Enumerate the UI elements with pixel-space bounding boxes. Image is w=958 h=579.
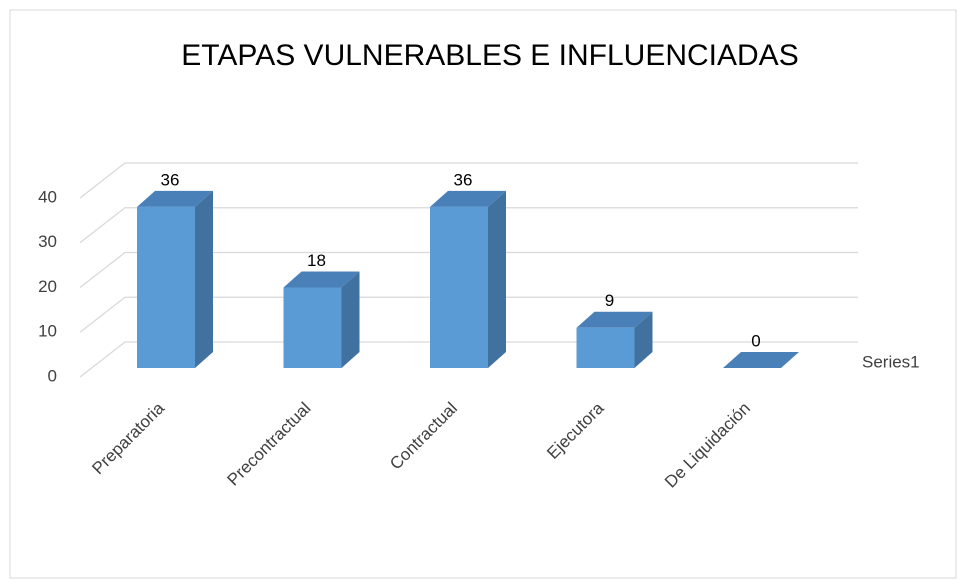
bar-top [723,352,799,368]
bar-front [283,287,342,368]
bar [430,190,506,368]
bar-front [137,206,195,368]
bar-top [283,271,360,288]
y-tick-label: 20 [38,277,57,296]
bar [137,190,213,368]
data-label: 9 [605,291,614,310]
grid-line [79,251,858,289]
bar-top [576,311,653,328]
chart-title: ETAPAS VULNERABLES E INFLUENCIADAS [181,39,798,72]
bar-side [488,190,506,368]
data-label: 36 [161,170,180,189]
data-label: 0 [751,331,760,350]
bar [283,271,360,368]
grid-line [79,207,858,244]
legend-label: Series1 [862,352,920,371]
y-tick-label: 10 [38,322,57,341]
bar-top [430,190,506,207]
bar-front [430,206,488,368]
bar-side [195,190,213,368]
bar-front [576,327,635,368]
grid-line [79,162,858,199]
bar-side [634,311,653,368]
data-label: 36 [454,170,473,189]
data-label: 18 [307,251,326,270]
y-tick-label: 40 [38,187,57,206]
bar-side [341,271,360,368]
bar [576,311,653,368]
y-tick-label: 30 [38,232,57,251]
bar-top [137,190,213,207]
y-tick-label: 0 [48,366,57,385]
bar [723,352,799,368]
grid-line [79,296,858,333]
